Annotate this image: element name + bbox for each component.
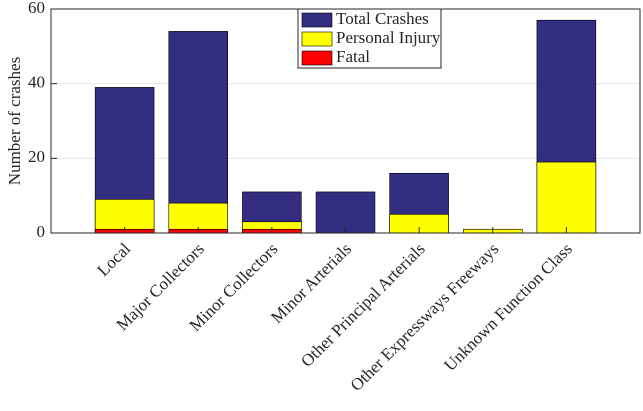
y-tick-label: 0: [37, 222, 46, 241]
legend-label: Total Crashes: [336, 9, 429, 28]
legend-swatch: [301, 12, 333, 28]
y-tick-label: 40: [28, 73, 45, 92]
legend-swatch: [301, 31, 333, 47]
bar: [168, 31, 229, 234]
x-tick-label: Other Expressways Freeways: [347, 239, 503, 395]
legend-label: Fatal: [336, 47, 370, 66]
legend-swatch: [301, 50, 333, 66]
x-tick-label: Local: [93, 239, 134, 280]
y-tick-label: 60: [28, 0, 45, 17]
y-axis-label: Number of crashes: [5, 57, 24, 185]
bar: [315, 191, 376, 234]
y-tick-label: 20: [28, 147, 45, 166]
legend-label: Personal Injury: [336, 28, 441, 47]
bar: [536, 161, 597, 234]
x-tick-label: Unknown Function Class: [440, 239, 576, 375]
x-tick-label: Other Principal Arterials: [297, 239, 429, 371]
